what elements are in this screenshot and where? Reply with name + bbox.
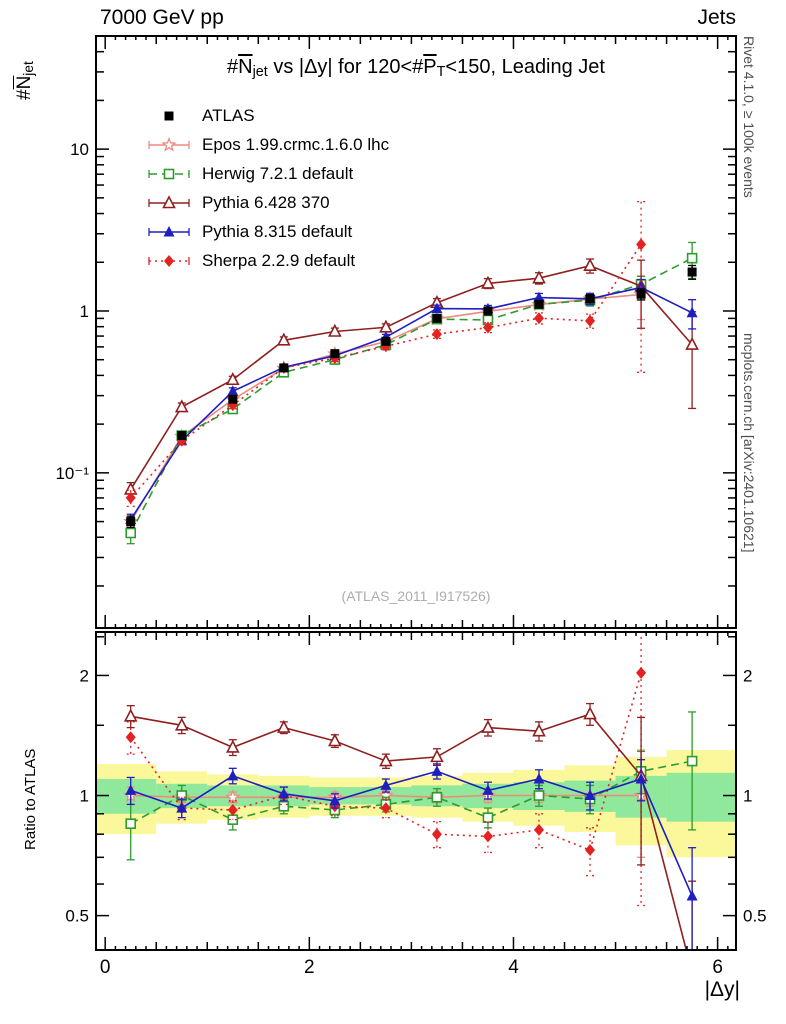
legend-item: ATLAS — [146, 101, 389, 130]
series-epos-1-99-crmc-1-6-0-lhc — [122, 275, 649, 529]
series-atlas — [126, 264, 697, 529]
legend-item: Epos 1.99.crmc.1.6.0 lhc — [146, 130, 389, 159]
plot-title: #Njet vs |Δy| for 120<#PT<150, Leading J… — [96, 56, 736, 80]
text-part: N — [238, 56, 253, 78]
text-part: # — [14, 89, 35, 100]
series-pythia-6-428-370 — [123, 257, 699, 498]
series-pythia-8-315-default — [125, 278, 698, 526]
x-tick-label: 2 — [304, 957, 315, 978]
panel-frame-ratio — [95, 631, 737, 951]
legend-marker-star-open — [148, 136, 190, 152]
legend-item: Pythia 6.428 370 — [146, 188, 389, 217]
legend-label: ATLAS — [202, 105, 255, 125]
y-tick-label: 0.5 — [65, 907, 89, 926]
text-part: vs |Δy| for 120<# — [267, 56, 424, 78]
legend-item: Pythia 8.315 default — [146, 217, 389, 246]
series-pythia-6-428-370 — [123, 702, 697, 950]
series-herwig-7-2-1-default — [125, 711, 698, 861]
y-tick-label-right: 1 — [743, 787, 752, 806]
series-herwig-7-2-1-default — [125, 241, 698, 545]
y-tick-label-right: 0.5 — [743, 907, 767, 926]
legend-item: Sherpa 2.2.9 default — [146, 246, 389, 275]
text-part: <150, Leading Jet — [445, 56, 605, 78]
y-tick-label: 1 — [80, 302, 89, 321]
text-part: jet — [252, 64, 268, 81]
legend-marker-triangle-filled — [148, 225, 190, 236]
y-tick-label-right: 2 — [743, 666, 752, 685]
legend-label: Herwig 7.2.1 default — [202, 163, 354, 183]
y-tick-label: 10 — [70, 140, 89, 159]
text-part: P — [423, 56, 437, 78]
text-part: T — [436, 64, 446, 81]
legend-marker-diamond-filled — [148, 254, 190, 267]
y-axis-label-main: #Njet — [14, 61, 36, 100]
text-part: N — [14, 75, 35, 90]
legend-marker-square-open — [148, 168, 190, 179]
legend-item: Herwig 7.2.1 default — [146, 159, 389, 188]
legend-marker-triangle-open — [148, 194, 190, 208]
x-tick-label: 4 — [508, 957, 519, 978]
legend-label: Epos 1.99.crmc.1.6.0 lhc — [202, 134, 390, 154]
watermark-analysis-id: (ATLAS_2011_I917526) — [341, 588, 491, 604]
text-part: jet — [21, 61, 36, 76]
side-text-rivet-version: Rivet 4.1.0, ≥ 100k events — [741, 36, 757, 198]
x-tick-label: 6 — [712, 957, 723, 978]
header-analysis: Jets — [697, 6, 736, 29]
y-tick-label: 10⁻¹ — [55, 464, 89, 483]
x-axis-label: |Δy| — [704, 978, 740, 1001]
y-tick-label: 1 — [80, 787, 89, 806]
side-text-mcplots-ref: mcplots.cern.ch [arXiv:2401.10621] — [741, 333, 757, 553]
series-pythia-8-315-default — [125, 759, 698, 950]
x-tick-label: 0 — [100, 957, 111, 978]
legend-marker-square-filled — [164, 111, 174, 120]
y-axis-label-ratio: Ratio to ATLAS — [22, 748, 39, 850]
panel-frame-main — [95, 35, 737, 629]
series-sherpa-2-2-9-default — [125, 632, 647, 907]
legend: ATLAS Epos 1.99.crmc.1.6.0 lhc Herwig 7.2.… — [146, 101, 389, 275]
header-beam-energy: 7000 GeV pp — [100, 6, 224, 29]
band-inner — [666, 772, 736, 822]
legend-label: Pythia 8.315 default — [202, 221, 353, 241]
text-part: # — [226, 56, 239, 78]
legend-label: Pythia 6.428 370 — [202, 192, 330, 212]
legend-label: Sherpa 2.2.9 default — [202, 250, 356, 270]
y-tick-label: 2 — [80, 666, 89, 685]
